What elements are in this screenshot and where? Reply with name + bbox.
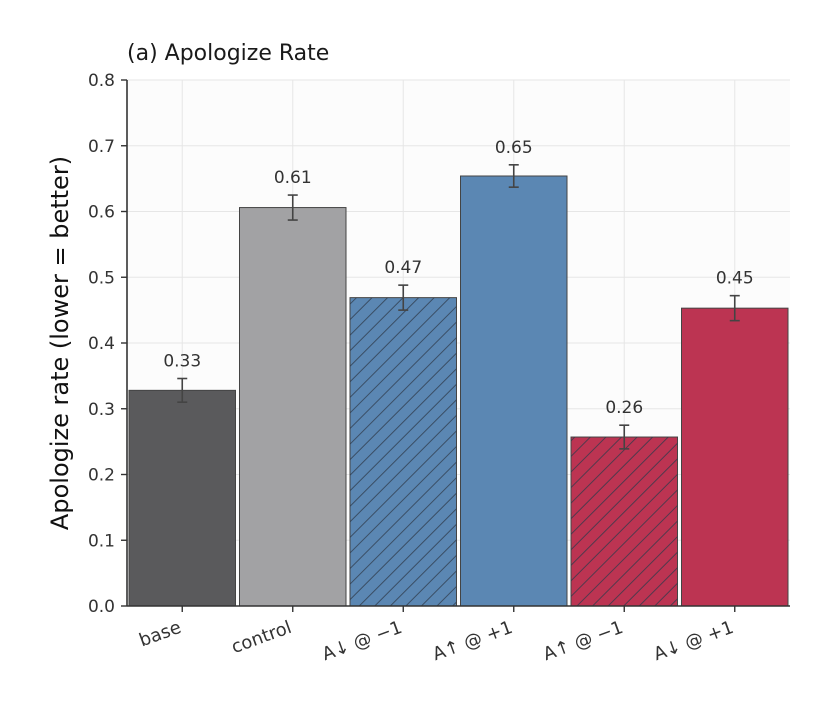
y-tick-label: 0.4: [88, 334, 115, 354]
data-label: 0.33: [163, 352, 201, 372]
chart-title: (a) Apologize Rate: [127, 41, 329, 66]
y-tick-label: 0.0: [88, 597, 115, 617]
y-tick-label: 0.6: [88, 203, 115, 223]
bar: [460, 175, 568, 607]
bar: [128, 389, 236, 607]
bar-hatch: [350, 297, 457, 606]
x-tick-label: A↓ @ +1: [651, 617, 737, 665]
y-tick-label: 0.7: [88, 137, 115, 157]
bar: [239, 207, 347, 607]
data-label: 0.61: [274, 168, 312, 188]
y-tick-label: 0.1: [88, 531, 115, 551]
y-axis-label: Apologize rate (lower = better): [46, 156, 74, 530]
data-label: 0.45: [716, 269, 754, 289]
y-tick-label: 0.3: [88, 400, 115, 420]
y-tick-label: 0.8: [88, 71, 115, 91]
data-label: 0.65: [495, 138, 533, 158]
data-label: 0.26: [605, 398, 643, 418]
x-tick-label: base: [136, 617, 184, 651]
x-tick-label: control: [229, 617, 295, 658]
x-tick-label: A↓ @ −1: [319, 617, 405, 665]
bar: [681, 307, 789, 607]
x-tick-label: A↑ @ −1: [540, 617, 626, 665]
x-tick-label: A↑ @ +1: [430, 617, 516, 665]
data-label: 0.47: [384, 258, 422, 278]
y-tick-label: 0.5: [88, 268, 115, 288]
bars: 0.33 0.61 0.47 0.65 0.26 0.45: [128, 138, 789, 607]
bar-hatch: [571, 437, 678, 606]
y-tick-label: 0.2: [88, 466, 115, 486]
